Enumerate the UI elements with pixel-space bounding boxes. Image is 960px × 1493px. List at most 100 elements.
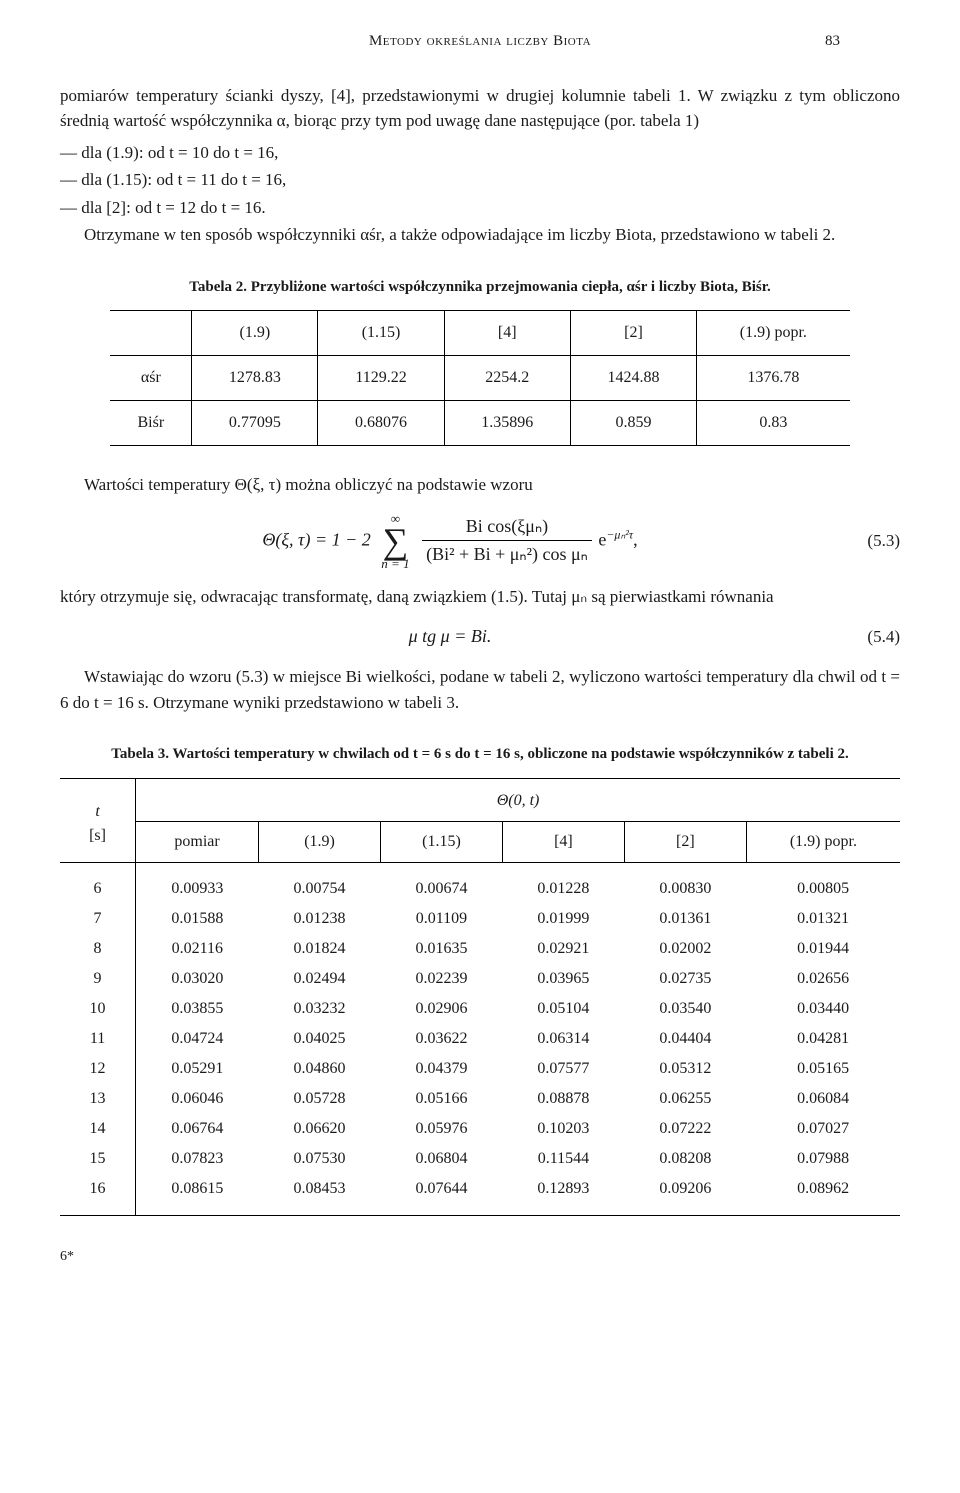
- table3-cell: 0.02116: [136, 934, 259, 964]
- table3-cell: 6: [60, 862, 136, 904]
- table3-theta-header: Θ(0, t): [136, 778, 900, 821]
- table3-subcol: [2]: [624, 821, 746, 862]
- paragraph-4: który otrzymuje się, odwracając transfor…: [60, 584, 900, 610]
- table3-cell: 0.03232: [259, 994, 381, 1024]
- table3-cell: 0.02239: [380, 964, 502, 994]
- table3-cell: 0.07222: [624, 1114, 746, 1144]
- table3-cell: 0.07644: [380, 1174, 502, 1216]
- table2-col-head: [4]: [444, 311, 570, 356]
- table-row: 140.067640.066200.059760.102030.072220.0…: [60, 1114, 900, 1144]
- running-title: Metody określania liczby Biota: [369, 30, 591, 53]
- table3-cell: 0.05976: [380, 1114, 502, 1144]
- page-number: 83: [825, 30, 840, 53]
- eq-number: (5.4): [840, 624, 900, 650]
- table3-cell: 0.04860: [259, 1054, 381, 1084]
- table2-cell: 1424.88: [570, 356, 696, 401]
- fraction: Bi cos(ξμₙ) (Bi² + Bi + μₙ²) cos μₙ: [422, 513, 592, 568]
- table3-cell: 0.04404: [624, 1024, 746, 1054]
- table3-cell: 0.12893: [502, 1174, 624, 1216]
- sigma-icon: ∑: [381, 525, 409, 557]
- fraction-denominator: (Bi² + Bi + μₙ²) cos μₙ: [422, 541, 592, 568]
- equation-5-3: Θ(ξ, τ) = 1 − 2 ∞ ∑ n = 1 Bi cos(ξμₙ) (B…: [60, 512, 900, 570]
- table3-cell: 0.09206: [624, 1174, 746, 1216]
- table3-t-header: t [s]: [60, 778, 136, 862]
- table2-col-head: (1.15): [318, 311, 444, 356]
- list-item-3: — dla [2]: od t = 12 do t = 16.: [60, 195, 900, 221]
- table3-caption: Tabela 3. Wartości temperatury w chwilac…: [60, 743, 900, 766]
- table3-cell: 8: [60, 934, 136, 964]
- table3-cell: 0.01588: [136, 904, 259, 934]
- table-row: 160.086150.084530.076440.128930.092060.0…: [60, 1174, 900, 1216]
- list-item-2: — dla (1.15): od t = 11 do t = 16,: [60, 167, 900, 193]
- table-row: 100.038550.032320.029060.051040.035400.0…: [60, 994, 900, 1024]
- table3-cell: 0.04025: [259, 1024, 381, 1054]
- paragraph-1: pomiarów temperatury ścianki dyszy, [4],…: [60, 83, 900, 134]
- table-2: (1.9) (1.15) [4] [2] (1.9) popr. αśr 127…: [110, 310, 849, 446]
- table-row: 70.015880.012380.011090.019990.013610.01…: [60, 904, 900, 934]
- table3-cell: 0.01321: [746, 904, 900, 934]
- table-row: t [s] Θ(0, t): [60, 778, 900, 821]
- table3-cell: 0.03540: [624, 994, 746, 1024]
- table3-cell: 0.02656: [746, 964, 900, 994]
- table2-caption: Tabela 2. Przybliżone wartości współczyn…: [60, 276, 900, 299]
- table2-col-head: [2]: [570, 311, 696, 356]
- table2-col-head: (1.9) popr.: [697, 311, 850, 356]
- eq-number: (5.3): [840, 528, 900, 554]
- summation-icon: ∞ ∑ n = 1: [381, 512, 409, 570]
- table3-cell: 0.03020: [136, 964, 259, 994]
- table3-cell: 0.00933: [136, 862, 259, 904]
- table3-cell: 0.02735: [624, 964, 746, 994]
- table-3: t [s] Θ(0, t) pomiar (1.9) (1.15) [4] [2…: [60, 778, 900, 1216]
- table3-cell: 0.02494: [259, 964, 381, 994]
- table3-cell: 0.02002: [624, 934, 746, 964]
- table-row: pomiar (1.9) (1.15) [4] [2] (1.9) popr.: [60, 821, 900, 862]
- table2-row-label: Biśr: [110, 401, 191, 446]
- table3-cell: 0.07577: [502, 1054, 624, 1084]
- running-header: Metody określania liczby Biota 83: [60, 30, 900, 53]
- table3-cell: 0.05104: [502, 994, 624, 1024]
- eq54-body: μ tg μ = Bi.: [60, 623, 840, 650]
- table3-cell: 0.06255: [624, 1084, 746, 1114]
- table3-cell: 0.06314: [502, 1024, 624, 1054]
- table3-cell: 0.01361: [624, 904, 746, 934]
- table2-cell: 1278.83: [192, 356, 318, 401]
- table3-cell: 0.04379: [380, 1054, 502, 1084]
- table3-cell: 0.00805: [746, 862, 900, 904]
- table3-cell: 0.06620: [259, 1114, 381, 1144]
- table3-cell: 0.01999: [502, 904, 624, 934]
- table3-cell: 16: [60, 1174, 136, 1216]
- table2-col-head: (1.9): [192, 311, 318, 356]
- table2-row-label: αśr: [110, 356, 191, 401]
- table3-cell: 0.01824: [259, 934, 381, 964]
- table3-subcol: (1.15): [380, 821, 502, 862]
- table2-corner: [110, 311, 191, 356]
- table3-cell: 0.08453: [259, 1174, 381, 1216]
- table-row: 90.030200.024940.022390.039650.027350.02…: [60, 964, 900, 994]
- table3-cell: 0.03855: [136, 994, 259, 1024]
- table3-cell: 0.11544: [502, 1144, 624, 1174]
- sum-lower: n = 1: [381, 557, 409, 570]
- table3-cell: 0.07823: [136, 1144, 259, 1174]
- table3-cell: 0.05291: [136, 1054, 259, 1084]
- table3-cell: 0.03440: [746, 994, 900, 1024]
- table3-cell: 0.06804: [380, 1144, 502, 1174]
- table2-cell: 0.77095: [192, 401, 318, 446]
- table-row: αśr 1278.83 1129.22 2254.2 1424.88 1376.…: [110, 356, 849, 401]
- table3-cell: 0.01228: [502, 862, 624, 904]
- t-unit: [s]: [89, 827, 106, 844]
- fraction-numerator: Bi cos(ξμₙ): [422, 513, 592, 541]
- table3-cell: 0.03965: [502, 964, 624, 994]
- table3-cell: 0.04281: [746, 1024, 900, 1054]
- table3-cell: 0.05165: [746, 1054, 900, 1084]
- table-row: 150.078230.075300.068040.115440.082080.0…: [60, 1144, 900, 1174]
- table2-cell: 1129.22: [318, 356, 444, 401]
- table3-cell: 14: [60, 1114, 136, 1144]
- eq53-comma: ,: [633, 529, 638, 549]
- eq53-lhs: Θ(ξ, τ) = 1 − 2: [262, 529, 370, 549]
- table3-cell: 0.06084: [746, 1084, 900, 1114]
- table3-cell: 0.00674: [380, 862, 502, 904]
- sheet-signature: 6*: [60, 1246, 900, 1267]
- table3-cell: 0.07988: [746, 1144, 900, 1174]
- table3-cell: 7: [60, 904, 136, 934]
- table3-cell: 0.06046: [136, 1084, 259, 1114]
